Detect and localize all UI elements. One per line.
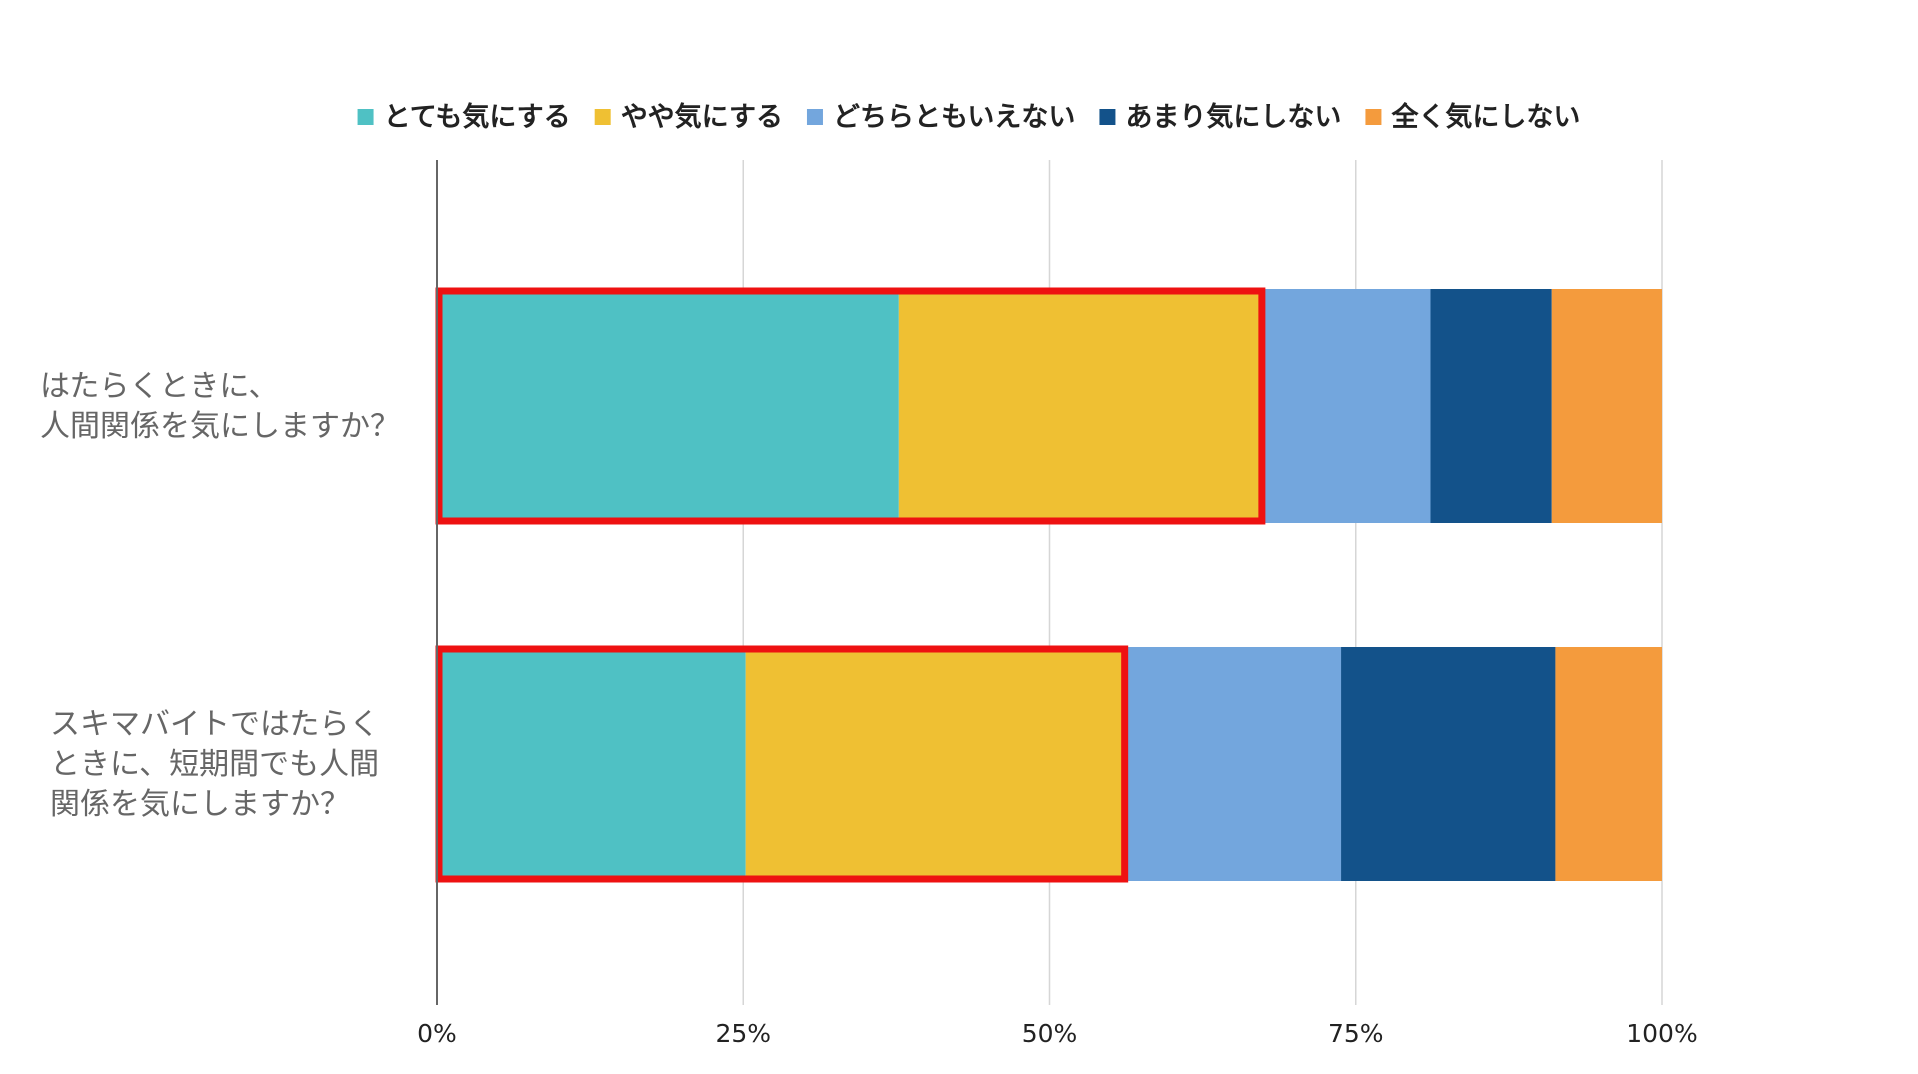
x-tick-label: 50% <box>1022 1019 1078 1048</box>
x-tick-label: 75% <box>1328 1019 1384 1048</box>
legend-label: とても気にする <box>384 101 571 133</box>
legend-label: あまり気にしない <box>1125 101 1341 133</box>
bar-segment <box>437 289 899 523</box>
bar-segment <box>1430 289 1552 523</box>
legend-swatch <box>806 109 823 125</box>
bar-segment <box>898 289 1264 523</box>
category-label: スキマバイトではたらく <box>50 707 379 742</box>
bar-segment <box>745 647 1127 881</box>
category-label: ときに、短期間でも人間 <box>50 747 379 782</box>
bar-segment <box>1341 647 1556 881</box>
legend-label: 全く気にしない <box>1390 101 1580 133</box>
legend-swatch <box>1099 109 1116 125</box>
highlight-boxes <box>435 287 1266 883</box>
legend-swatch <box>357 109 374 125</box>
bar-segment <box>1551 289 1662 523</box>
bar-segment <box>1555 647 1662 881</box>
category-label: はたらくときに、 <box>40 369 279 404</box>
legend-label: どちらともいえない <box>833 102 1075 133</box>
legend-swatch <box>1365 109 1382 125</box>
x-tick-label: 0% <box>417 1019 457 1048</box>
bar-segment <box>1263 289 1431 523</box>
highlight-box <box>435 287 1266 525</box>
bar-segment <box>1126 647 1342 881</box>
bar-segment <box>437 647 746 881</box>
bars <box>437 289 1662 881</box>
category-labels: はたらくときに、人間関係を気にしますか？ スキマバイトではたらくときに、短期間でも… <box>40 369 400 822</box>
x-axis: 0% 25% 50% 75% 100% <box>417 160 1698 1048</box>
legend: とても気にする やや気にする どちらともいえない あまり気にしない 全く気にしない <box>357 101 1580 133</box>
highlight-box <box>435 645 1129 883</box>
x-tick-label: 25% <box>715 1019 771 1048</box>
category-label: 人間関係を気にしますか？ <box>40 409 400 444</box>
category-label: 関係を気にしますか？ <box>50 787 350 822</box>
x-tick-label: 100% <box>1626 1019 1697 1048</box>
legend-label: やや気にする <box>621 101 783 133</box>
legend-swatch <box>594 109 611 125</box>
